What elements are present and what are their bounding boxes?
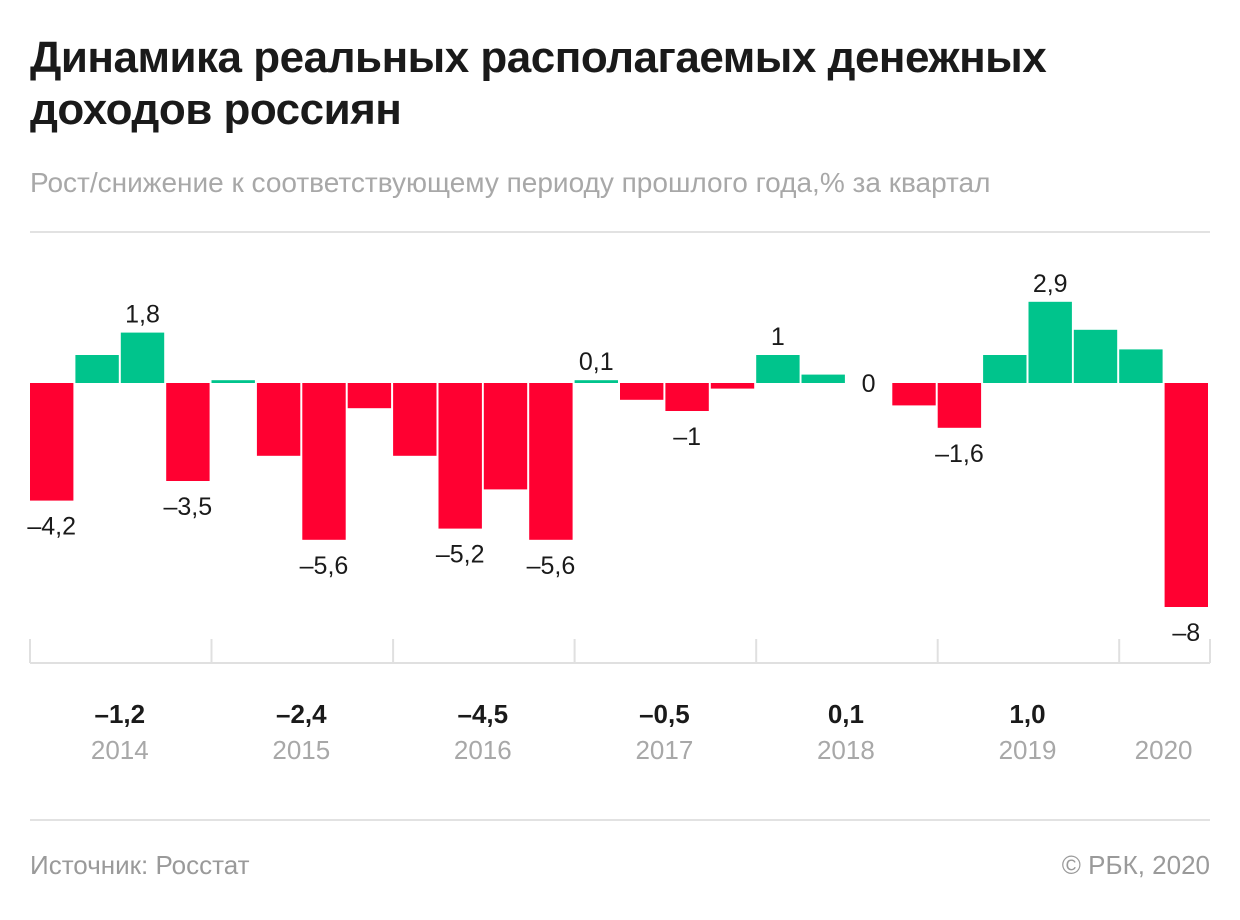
bar-q16 (710, 383, 755, 389)
data-label: –3,5 (163, 493, 212, 521)
bar-q7 (302, 383, 346, 540)
chart-title: Динамика реальных располагаемых денежных… (30, 33, 1047, 134)
bar-q1 (30, 383, 74, 501)
bar-q15 (665, 383, 709, 411)
data-label: 0,1 (579, 348, 614, 376)
data-label: 2,9 (1033, 270, 1068, 298)
data-label: –5,2 (436, 541, 485, 569)
bar-q25 (1119, 349, 1163, 383)
bar-q26 (1164, 383, 1208, 607)
bar-q22 (983, 355, 1027, 383)
year-label-2014: 2014 (91, 735, 149, 765)
annual-value-2014: –1,2 (94, 699, 145, 729)
bar-q3 (120, 332, 165, 383)
bottom-divider (30, 819, 1210, 821)
bar-q12 (529, 383, 573, 540)
bar-q2 (75, 355, 119, 383)
data-label: –1,6 (935, 440, 984, 468)
bar-q14 (620, 383, 664, 400)
bar-chart: –4,2 1,8 –3,5 –5,6 –5,2 –5,6 0,1 –1 1 0 –1,6 2,9 –8 –… (27, 270, 1211, 765)
bar-q6 (256, 383, 301, 456)
annual-value-2017: –0,5 (639, 699, 690, 729)
year-label-2020: 2020 (1135, 735, 1193, 765)
data-label: –4,2 (27, 513, 76, 541)
copyright-note: © РБК, 2020 (1061, 850, 1210, 880)
bar-q8 (347, 383, 392, 409)
bar-q5 (211, 380, 255, 383)
bar-q11 (483, 383, 528, 490)
bar-q24 (1073, 329, 1118, 383)
bar-q21 (937, 383, 982, 428)
data-label: 1 (771, 323, 785, 351)
bar-q9 (393, 383, 437, 456)
bar-q13 (574, 380, 618, 383)
source-note: Источник: Росстат (30, 850, 250, 880)
year-label-2016: 2016 (454, 735, 512, 765)
data-label: –1 (673, 423, 701, 451)
bar-q10 (438, 383, 482, 529)
bar-q17 (756, 355, 800, 383)
data-label: –5,6 (527, 552, 576, 580)
chart-subtitle: Рост/снижение к соответствующему периоду… (30, 167, 991, 198)
bar-q20 (892, 383, 936, 406)
top-divider (30, 231, 1210, 233)
bar-q18 (801, 374, 845, 383)
year-label-2017: 2017 (635, 735, 693, 765)
data-label: –8 (1172, 619, 1200, 647)
annual-value-2015: –2,4 (276, 699, 327, 729)
bar-q23 (1028, 301, 1072, 383)
bar-q4 (166, 383, 210, 481)
year-label-2019: 2019 (999, 735, 1057, 765)
data-label: 1,8 (125, 301, 160, 329)
annual-value-2018: 0,1 (828, 699, 864, 729)
year-label-2015: 2015 (272, 735, 330, 765)
data-label: –5,6 (300, 552, 349, 580)
annual-value-2016: –4,5 (457, 699, 508, 729)
annual-value-2019: 1,0 (1009, 699, 1045, 729)
data-label: 0 (862, 370, 876, 398)
year-label-2018: 2018 (817, 735, 875, 765)
